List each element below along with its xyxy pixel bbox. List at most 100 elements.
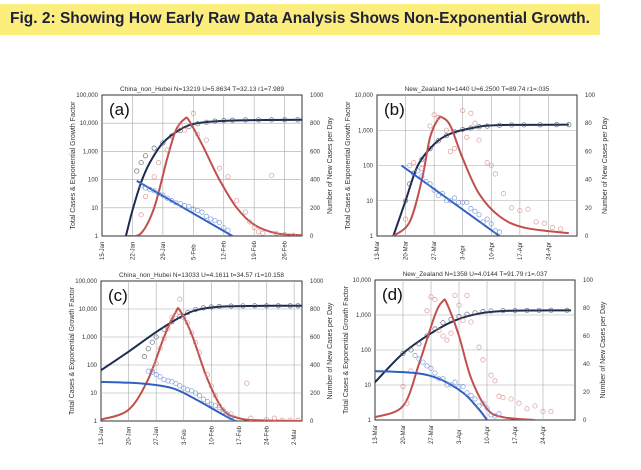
x-tick-label: 13-Mar [375,241,381,260]
growth-factor-point [456,384,462,390]
new-cases-point [244,380,250,386]
growth-factor-point [203,213,209,219]
new-cases-point [427,123,433,129]
y-tick-label-right: 100 [585,93,596,99]
total-cases-point [488,308,494,314]
growth-factor-point [428,365,434,371]
new-cases-point [525,206,531,212]
growth-factor-point [448,382,454,388]
growth-factor-point [155,191,162,197]
panel-label: (a) [109,100,130,119]
total-cases-point [403,198,409,204]
new-cases-point [488,372,494,378]
new-cases-point [431,112,437,118]
new-cases-point [290,232,296,236]
total-cases-point [138,160,144,166]
growth-factor-point [476,212,482,218]
y-tick-label-left: 1,000 [356,313,372,319]
total-cases-point [443,133,449,139]
growth-factor-point [196,393,203,399]
x-tick-label: 17-Apr [518,242,524,260]
x-tick-label: 17-Apr [513,426,519,444]
growth-factor-point [190,206,196,212]
y-axis-label-left: Total Cases & Exponential Growth Factor [69,286,76,415]
new-cases-point [436,327,442,333]
new-cases-point [204,372,210,378]
new-cases-point [228,411,234,417]
growth-factor-point [216,219,222,226]
y-tick-label-right: 400 [310,363,321,369]
new-cases-point [173,312,179,318]
growth-factor-point [220,408,226,414]
total-cases-point [554,122,560,128]
y-tick-label-left: 100 [88,178,99,184]
new-cases-point [251,224,257,231]
growth-factor-point [468,392,474,399]
new-cases-point [234,198,240,204]
total-cases-point [161,326,167,332]
growth-factor-point [193,390,199,396]
new-cases-point [540,409,546,415]
plot-area [124,110,302,236]
growth-factor-point [151,188,157,194]
growth-factor-point [439,191,445,197]
y-tick-label-left: 1 [370,234,374,240]
new-cases-point [411,160,417,166]
growth-factor-point [460,384,466,390]
new-cases-point [269,172,275,178]
total-cases-point [468,125,474,131]
new-cases-point [273,230,279,236]
total-cases-point [275,303,281,309]
new-cases-point [157,345,163,351]
total-cases-fit-line [101,304,302,372]
growth-factor-point [173,380,179,386]
panel-label: (b) [384,100,405,119]
growth-factor-point [216,405,222,411]
chart-title: New_Zealand N=1358 U=4.0144 T=91.79 r1=.… [403,271,548,278]
y-tick-label-left: 100 [87,363,98,369]
new-cases-point [440,333,446,339]
total-cases-point [548,307,554,313]
x-tick-label: 24-Apr [541,426,547,444]
growth-factor-point [157,374,163,380]
total-cases-point [242,117,249,123]
new-cases-point [295,417,301,421]
panel-label: (d) [382,285,403,304]
new-cases-point [196,349,203,355]
total-cases-point [512,307,518,314]
growth-factor-point [228,416,234,421]
total-cases-point [151,145,157,151]
new-cases-point [138,212,144,218]
growth-factor-point [472,208,478,214]
y-tick-label-left: 10 [364,383,371,389]
growth-factor-point [436,376,442,382]
growth-factor-point [431,187,437,193]
new-cases-point [263,417,270,421]
y-tick-label-right: 0 [583,418,587,424]
x-tick-label: 3-Apr [457,429,463,444]
x-tick-label: 5-Feb [191,244,197,260]
growth-factor-point [440,376,446,382]
total-cases-point [408,347,414,353]
total-cases-point [537,122,543,128]
new-cases-point [447,148,454,154]
new-cases-point [149,368,155,374]
growth-factor-point [224,411,230,417]
new-cases-point [508,396,514,402]
total-cases-point [193,307,199,313]
total-cases-point [269,117,275,123]
growth-factor-point [488,221,494,227]
y-tick-label-right: 80 [585,121,592,127]
y-tick-label-right: 800 [310,121,321,127]
y-tick-label-right: 200 [310,391,321,397]
y-tick-label-left: 100,000 [75,279,97,285]
new-cases-point [444,337,450,343]
total-cases-point [160,140,166,146]
total-cases-point [295,117,301,123]
new-cases-point [260,230,266,236]
new-cases-point [216,403,222,409]
total-cases-point [400,350,406,356]
growth-factor-point [208,216,214,222]
new-cases-point [452,146,458,152]
growth-factor-point [415,168,421,174]
